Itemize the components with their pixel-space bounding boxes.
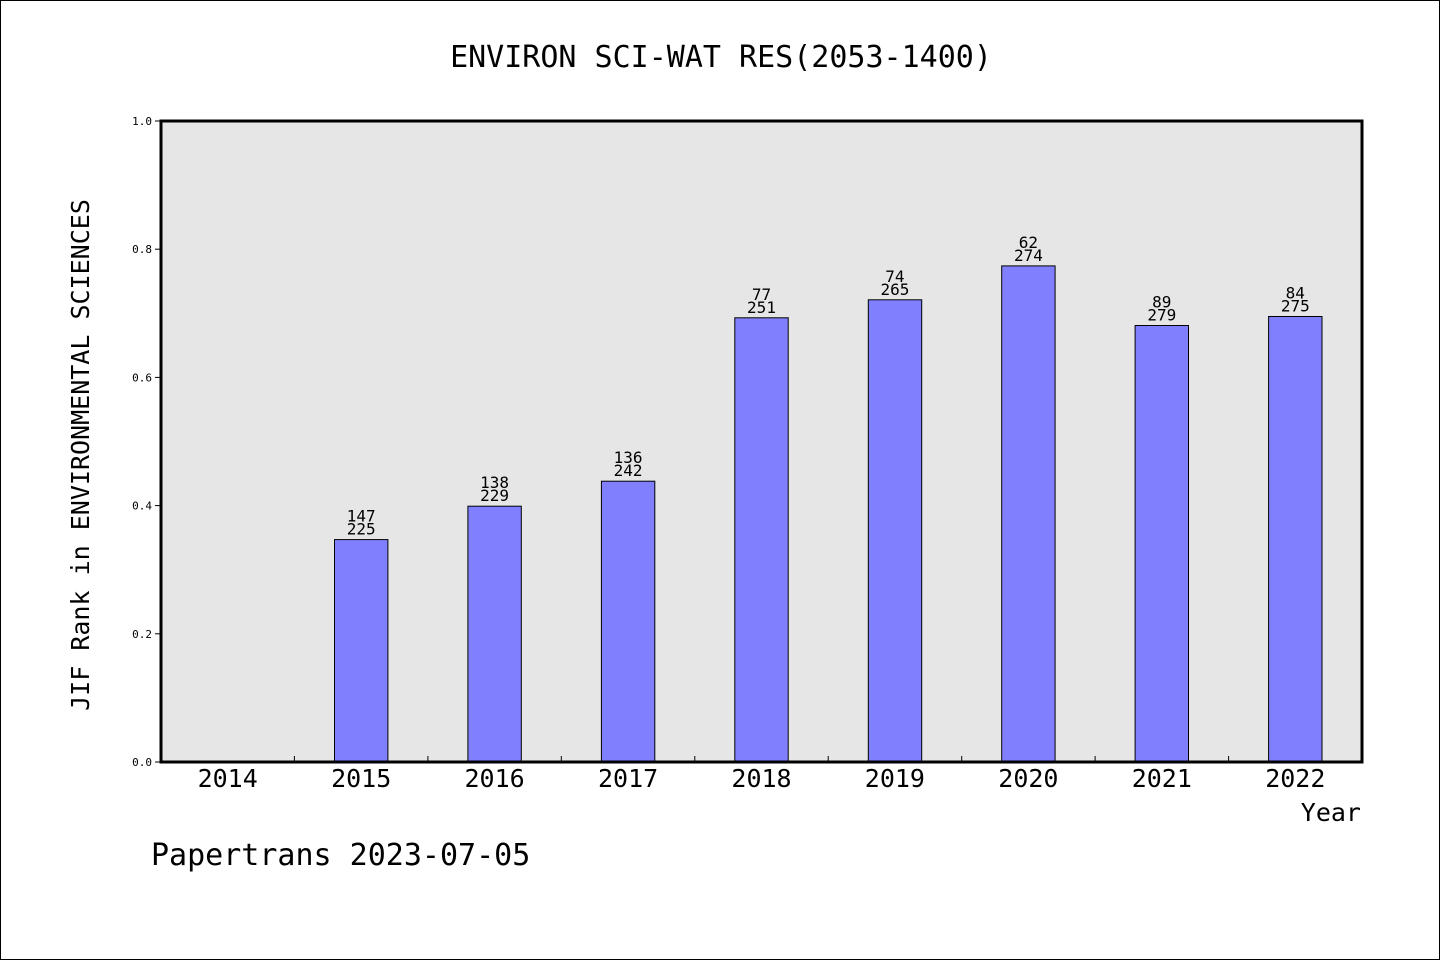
x-axis-label: Year	[1301, 798, 1361, 827]
rank-label-2020: 62	[1019, 233, 1038, 252]
bar-2017	[600, 480, 656, 763]
plot-border	[159, 119, 1364, 764]
y-axis-label: JIF Rank in ENVIRONMENTAL SCIENCES	[66, 199, 95, 711]
footer-credit: Papertrans 2023-07-05	[151, 838, 530, 873]
total-label-2019: 265	[880, 280, 909, 299]
rank-label-2021: 89	[1152, 293, 1171, 312]
total-label-2021: 279	[1147, 306, 1176, 325]
total-label-2020: 274	[1014, 246, 1043, 265]
bar-2016	[467, 505, 522, 763]
bars-group	[334, 265, 1323, 763]
y-tick-label: 1.0	[132, 115, 152, 128]
x-tick-label-2017: 2017	[598, 764, 658, 793]
x-tick-label-2020: 2020	[998, 764, 1058, 793]
bar-2015	[334, 539, 389, 763]
rank-label-2016: 138	[480, 473, 509, 492]
total-label-2015: 225	[347, 520, 376, 539]
bar-2021	[1134, 325, 1189, 763]
total-label-2018: 251	[747, 298, 776, 317]
x-tick-label-2014: 2014	[198, 764, 258, 793]
bar-2018	[734, 317, 789, 763]
chart-title: ENVIRON SCI-WAT RES(2053-1400)	[450, 40, 992, 75]
y-tick-label: 0.6	[132, 371, 152, 384]
x-tick-label-2022: 2022	[1265, 764, 1325, 793]
y-tick-label: 0.8	[132, 243, 152, 256]
y-tick-label: 0.2	[132, 628, 152, 641]
bar-2022	[1268, 316, 1323, 763]
bar-2019	[867, 299, 923, 763]
total-label-2017: 242	[614, 461, 643, 480]
x-axis: 2014 2015 2016 2017 2018 2019 2020 2021 2022	[198, 756, 1325, 793]
x-tick-label-2015: 2015	[331, 764, 391, 793]
rank-label-2018: 77	[752, 285, 771, 304]
rank-label-2017: 136	[614, 448, 643, 467]
bar-2020	[1001, 265, 1056, 763]
x-tick-label-2019: 2019	[865, 764, 925, 793]
x-tick-label-2021: 2021	[1132, 764, 1192, 793]
y-tick-label: 0.4	[132, 500, 152, 513]
x-tick-label-2016: 2016	[464, 764, 524, 793]
rank-label-2022: 84	[1286, 284, 1305, 303]
x-tick-label-2018: 2018	[731, 764, 791, 793]
rank-label-2015: 147	[347, 507, 376, 526]
total-label-2022: 275	[1281, 297, 1310, 316]
y-tick-label: 0.0	[132, 756, 152, 769]
y-axis: 0.0 0.2 0.4 0.6 0.8 1.0	[132, 115, 161, 769]
total-label-2016: 229	[480, 486, 509, 505]
rank-label-2019: 74	[885, 267, 904, 286]
